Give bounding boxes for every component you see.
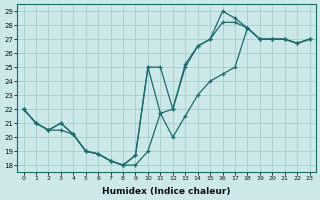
X-axis label: Humidex (Indice chaleur): Humidex (Indice chaleur)	[102, 187, 231, 196]
